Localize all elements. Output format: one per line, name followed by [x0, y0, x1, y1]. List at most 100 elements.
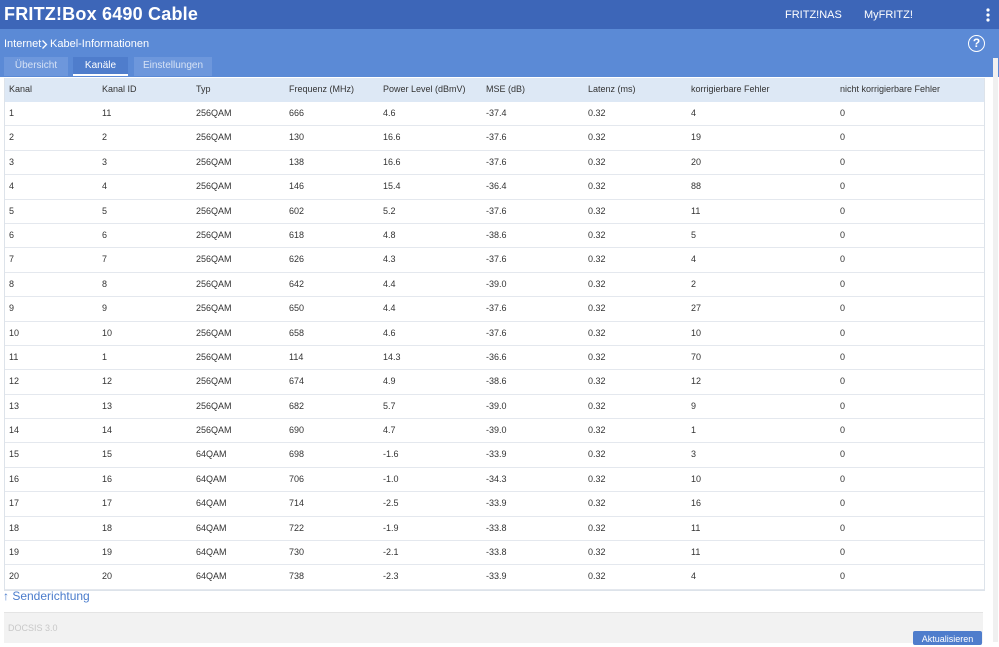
- table-cell: 13: [102, 400, 113, 411]
- table-cell: 4.4: [383, 303, 396, 314]
- table-cell: 0.32: [588, 254, 606, 265]
- table-cell: 0.32: [588, 108, 606, 118]
- table-cell: 114: [289, 351, 304, 362]
- table-row: 18 18 64QAM 722 -1.9 -33.8 0.32 11 0: [5, 517, 984, 542]
- table-cell: 698: [289, 449, 305, 460]
- nav-link[interactable]: FRITZ!NAS: [785, 9, 842, 21]
- table-cell: 19: [102, 547, 113, 558]
- table-cell: 5: [102, 205, 108, 216]
- table-row: 9 9 256QAM 650 4.4 -37.6 0.32 27 0: [5, 297, 984, 322]
- table-cell: 6: [102, 229, 108, 240]
- tab[interactable]: Übersicht: [4, 57, 68, 76]
- table-cell: 4: [691, 254, 697, 265]
- table-cell: 14: [9, 425, 20, 436]
- table-cell: 10: [102, 327, 113, 338]
- table-cell: 16: [102, 473, 113, 484]
- table-cell: 256QAM: [196, 327, 232, 338]
- table-cell: 64QAM: [196, 571, 227, 582]
- table-cell: 0.32: [588, 132, 606, 143]
- table-cell: 88: [691, 181, 702, 192]
- table-cell: 5.2: [383, 205, 396, 216]
- table-cell: 682: [289, 400, 305, 411]
- table-cell: 12: [691, 376, 702, 387]
- table-cell: -37.4: [486, 108, 507, 118]
- table-cell: 0: [840, 229, 846, 240]
- table-cell: 0: [840, 108, 846, 118]
- scrollbar: [993, 58, 998, 642]
- table-cell: 7: [9, 254, 15, 265]
- tab[interactable]: Einstellungen: [134, 57, 212, 76]
- table-cell: 738: [289, 571, 305, 582]
- table-cell: 0: [840, 156, 846, 167]
- column-header: Typ: [196, 84, 211, 94]
- table-cell: 256QAM: [196, 108, 232, 118]
- table-cell: 256QAM: [196, 156, 232, 167]
- table-cell: 0.32: [588, 205, 606, 216]
- table-cell: 4.6: [383, 327, 396, 338]
- table-cell: 0.32: [588, 156, 606, 167]
- refresh-button[interactable]: Aktualisieren: [913, 631, 982, 645]
- table-cell: -2.5: [383, 498, 399, 509]
- table-cell: 11: [691, 205, 701, 216]
- breadcrumb-item[interactable]: Internet: [4, 38, 42, 50]
- menu-icon[interactable]: [985, 7, 991, 23]
- table-cell: 64QAM: [196, 449, 227, 460]
- table-cell: 13: [9, 400, 20, 411]
- table-cell: 4: [691, 571, 697, 582]
- table-cell: -33.9: [486, 449, 507, 460]
- table-cell: 5: [691, 229, 697, 240]
- table-cell: 9: [9, 303, 15, 314]
- table-row: 2 2 256QAM 130 16.6 -37.6 0.32 19 0: [5, 126, 984, 151]
- table-row: 19 19 64QAM 730 -2.1 -33.8 0.32 11 0: [5, 541, 984, 566]
- table-cell: 4.3: [383, 254, 396, 265]
- table-cell: 5.7: [383, 400, 396, 411]
- table-cell: 5: [9, 205, 15, 216]
- column-header: Kanal: [9, 84, 33, 94]
- table-cell: 690: [289, 425, 305, 436]
- help-button[interactable]: ?: [968, 35, 985, 52]
- table-cell: -39.0: [486, 425, 507, 436]
- section-link[interactable]: ↑ Senderichtung: [3, 589, 90, 603]
- table-cell: -1.0: [383, 473, 399, 484]
- nav-link[interactable]: MyFRITZ!: [864, 9, 913, 21]
- table-cell: 4.8: [383, 229, 396, 240]
- table-cell: 2: [691, 278, 697, 289]
- table-cell: 650: [289, 303, 305, 314]
- table-cell: -37.6: [486, 254, 507, 265]
- table-cell: 146: [289, 181, 305, 192]
- table-cell: 20: [9, 571, 20, 582]
- table-cell: 658: [289, 327, 305, 338]
- table-cell: 4.6: [383, 108, 396, 118]
- table-cell: 0.32: [588, 473, 606, 484]
- table-cell: 7: [102, 254, 108, 265]
- table-cell: 8: [102, 278, 108, 289]
- table-row: 17 17 64QAM 714 -2.5 -33.9 0.32 16 0: [5, 492, 984, 517]
- table-cell: 11: [691, 522, 701, 533]
- tab[interactable]: Kanäle: [73, 57, 128, 76]
- table-cell: 1: [691, 425, 697, 436]
- table-cell: 714: [289, 498, 305, 509]
- table-cell: -37.6: [486, 205, 507, 216]
- table-cell: 1: [102, 351, 108, 362]
- table-cell: 0.32: [588, 376, 606, 387]
- table-cell: 0: [840, 376, 846, 387]
- table-row: 5 5 256QAM 602 5.2 -37.6 0.32 11 0: [5, 200, 984, 224]
- table-cell: 0: [840, 571, 846, 582]
- table-cell: 130: [289, 132, 305, 143]
- table-cell: 11: [102, 108, 112, 118]
- table-cell: 256QAM: [196, 376, 232, 387]
- table-cell: 4.9: [383, 376, 396, 387]
- column-header: korrigierbare Fehler: [691, 84, 770, 94]
- table-cell: 0: [840, 449, 846, 460]
- table-cell: 602: [289, 205, 305, 216]
- table-cell: 256QAM: [196, 278, 232, 289]
- table-cell: 19: [691, 132, 702, 143]
- table-cell: 0: [840, 132, 846, 143]
- table-cell: 256QAM: [196, 205, 232, 216]
- table-cell: 20: [691, 156, 702, 167]
- table-cell: -39.0: [486, 400, 507, 411]
- table-cell: 16: [9, 473, 20, 484]
- table-cell: 64QAM: [196, 522, 227, 533]
- top-bar: [0, 0, 999, 29]
- table-cell: -38.6: [486, 376, 507, 387]
